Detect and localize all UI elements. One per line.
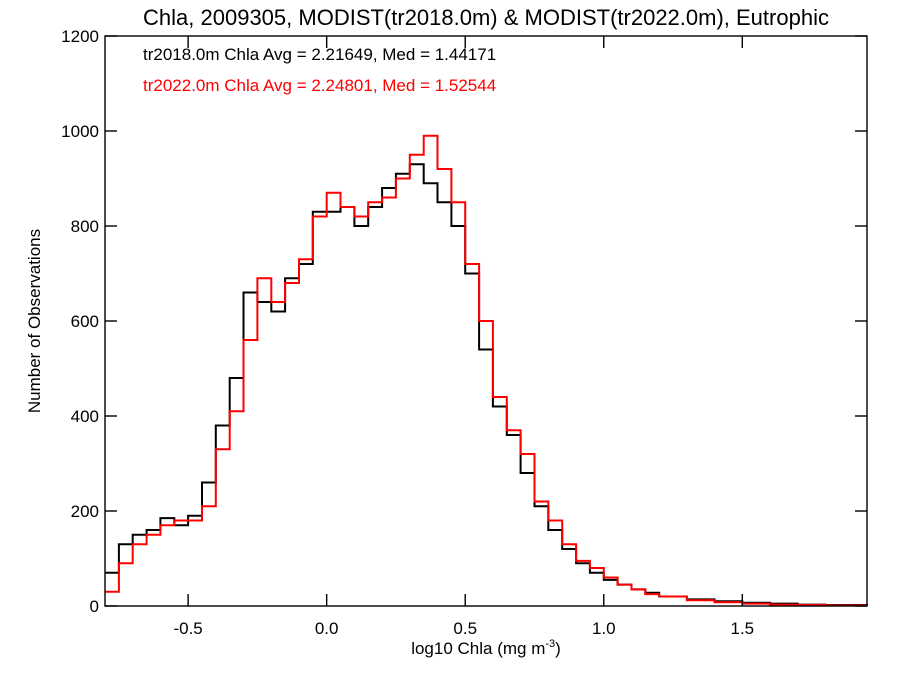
x-axis-ticks: -0.5 0.0 0.5 1.0 1.5 [173,36,754,638]
series-layer [105,134,868,607]
y-tick-label: 0 [90,597,99,616]
y-tick-label: 1200 [61,27,99,46]
x-tick-label: 1.5 [730,619,754,638]
y-tick-label: 200 [71,502,99,521]
y-tick-label: 400 [71,407,99,426]
stat-annotation-tr2018: tr2018.0m Chla Avg = 2.21649, Med = 1.44… [143,45,496,64]
x-tick-label: -0.5 [173,619,202,638]
y-axis-label: Number of Observations [25,229,44,413]
stat-annotation-tr2022: tr2022.0m Chla Avg = 2.24801, Med = 1.52… [143,76,496,95]
x-axis-label-superscript: -3 [545,638,555,650]
x-tick-label: 1.0 [592,619,616,638]
y-axis-ticks: 0 200 400 600 800 1000 1200 [61,27,867,616]
chart-title: Chla, 2009305, MODIST(tr2018.0m) & MODIS… [143,5,829,30]
x-axis-label-main: log10 Chla (mg m [411,639,545,658]
histogram-series-1 [105,134,867,607]
y-tick-label: 800 [71,217,99,236]
y-tick-label: 600 [71,312,99,331]
y-tick-label: 1000 [61,122,99,141]
x-axis-label: log10 Chla (mg m-3) [411,638,561,658]
x-axis-label-end: ) [555,639,561,658]
x-tick-label: 0.0 [315,619,339,638]
x-tick-label: 0.5 [453,619,477,638]
histogram-series-0 [105,163,868,606]
